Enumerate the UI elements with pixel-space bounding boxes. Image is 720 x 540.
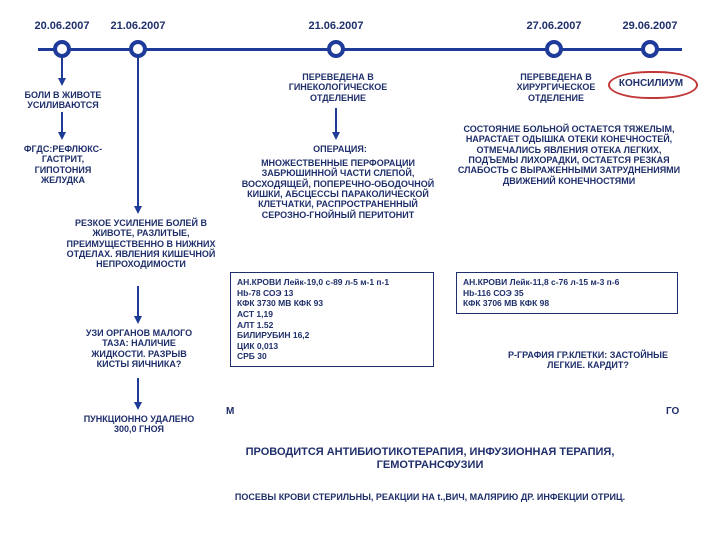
- arrow-down-icon: [133, 286, 143, 329]
- timeline-node: [545, 40, 563, 58]
- cultures-text: ПОСЕВЫ КРОВИ СТЕРИЛЬНЫ, РЕАКЦИИ НА t.,ВИ…: [180, 492, 680, 502]
- arrow-down-icon: [57, 58, 67, 91]
- transfer-text: ПЕРЕВЕДЕНА В ХИРУРГИЧЕСКОЕ ОТДЕЛЕНИЕ: [500, 72, 612, 103]
- symptom-text: БОЛИ В ЖИВОТЕ УСИЛИВАЮТСЯ: [18, 90, 108, 111]
- lab-line: КФК 3730 МВ КФК 93: [237, 298, 427, 309]
- highlight-ring: [608, 71, 698, 99]
- date-label: 20.06.2007: [34, 20, 89, 32]
- timeline-node: [129, 40, 147, 58]
- lab-line: АН.КРОВИ Лейк-11,8 с-76 л-15 м-3 п-6: [463, 277, 671, 288]
- lab-line: КФК 3706 МВ КФК 98: [463, 298, 671, 309]
- condition-text: СОСТОЯНИЕ БОЛЬНОЙ ОСТАЕТСЯ ТЯЖЕЛЫМ, НАРА…: [454, 124, 684, 186]
- date-label: 27.06.2007: [526, 20, 581, 32]
- letter-m: М: [226, 406, 242, 418]
- lab-results-box: АН.КРОВИ Лейк-11,8 с-76 л-15 м-3 п-6 Hb-…: [456, 272, 678, 314]
- arrow-down-icon: [133, 58, 143, 219]
- arrow-down-icon: [133, 378, 143, 415]
- date-label: 21.06.2007: [308, 20, 363, 32]
- timeline-node: [641, 40, 659, 58]
- symptom-text: РЕЗКОЕ УСИЛЕНИЕ БОЛЕЙ В ЖИВОТЕ, РАЗЛИТЫЕ…: [62, 218, 220, 270]
- therapy-text: ПРОВОДИТСЯ АНТИБИОТИКОТЕРАПИЯ, ИНФУЗИОНН…: [230, 446, 630, 471]
- timeline-node: [53, 40, 71, 58]
- operation-heading: ОПЕРАЦИЯ:: [290, 144, 390, 154]
- lab-line: Hb-78 СОЭ 13: [237, 288, 427, 299]
- lab-results-box: АН.КРОВИ Лейк-19,0 с-89 л-5 м-1 п-1 Hb-7…: [230, 272, 434, 367]
- lab-line: АСТ 1,19: [237, 309, 427, 320]
- procedure-text: ПУНКЦИОННО УДАЛЕНО 300,0 ГНОЯ: [76, 414, 202, 435]
- timeline-node: [327, 40, 345, 58]
- lab-line: СРБ 30: [237, 351, 427, 362]
- lab-line: ЦИК 0,013: [237, 341, 427, 352]
- letter-go: ГО: [666, 406, 686, 418]
- arrow-down-icon: [331, 108, 341, 145]
- operation-text: МНОЖЕСТВЕННЫЕ ПЕРФОРАЦИИ ЗАБРЮШИННОЙ ЧАС…: [238, 158, 438, 220]
- date-label: 29.06.2007: [622, 20, 677, 32]
- lab-line: Hb-116 СОЭ 35: [463, 288, 671, 299]
- ultrasound-text: УЗИ ОРГАНОВ МАЛОГО ТАЗА: НАЛИЧИЕ ЖИДКОСТ…: [74, 328, 204, 369]
- lab-line: АЛТ 1.52: [237, 320, 427, 331]
- lab-line: БИЛИРУБИН 16,2: [237, 330, 427, 341]
- arrow-down-icon: [57, 112, 67, 145]
- date-label: 21.06.2007: [110, 20, 165, 32]
- diagnosis-text: ФГДС:РЕФЛЮКС- ГАСТРИТ, ГИПОТОНИЯ ЖЕЛУДКА: [18, 144, 108, 185]
- xray-text: Р-ГРАФИЯ ГР.КЛЕТКИ: ЗАСТОЙНЫЕ ЛЕГКИЕ. КА…: [508, 350, 668, 371]
- transfer-text: ПЕРЕВЕДЕНА В ГИНЕКОЛОГИЧЕСКОЕ ОТДЕЛЕНИЕ: [268, 72, 408, 103]
- lab-line: АН.КРОВИ Лейк-19,0 с-89 л-5 м-1 п-1: [237, 277, 427, 288]
